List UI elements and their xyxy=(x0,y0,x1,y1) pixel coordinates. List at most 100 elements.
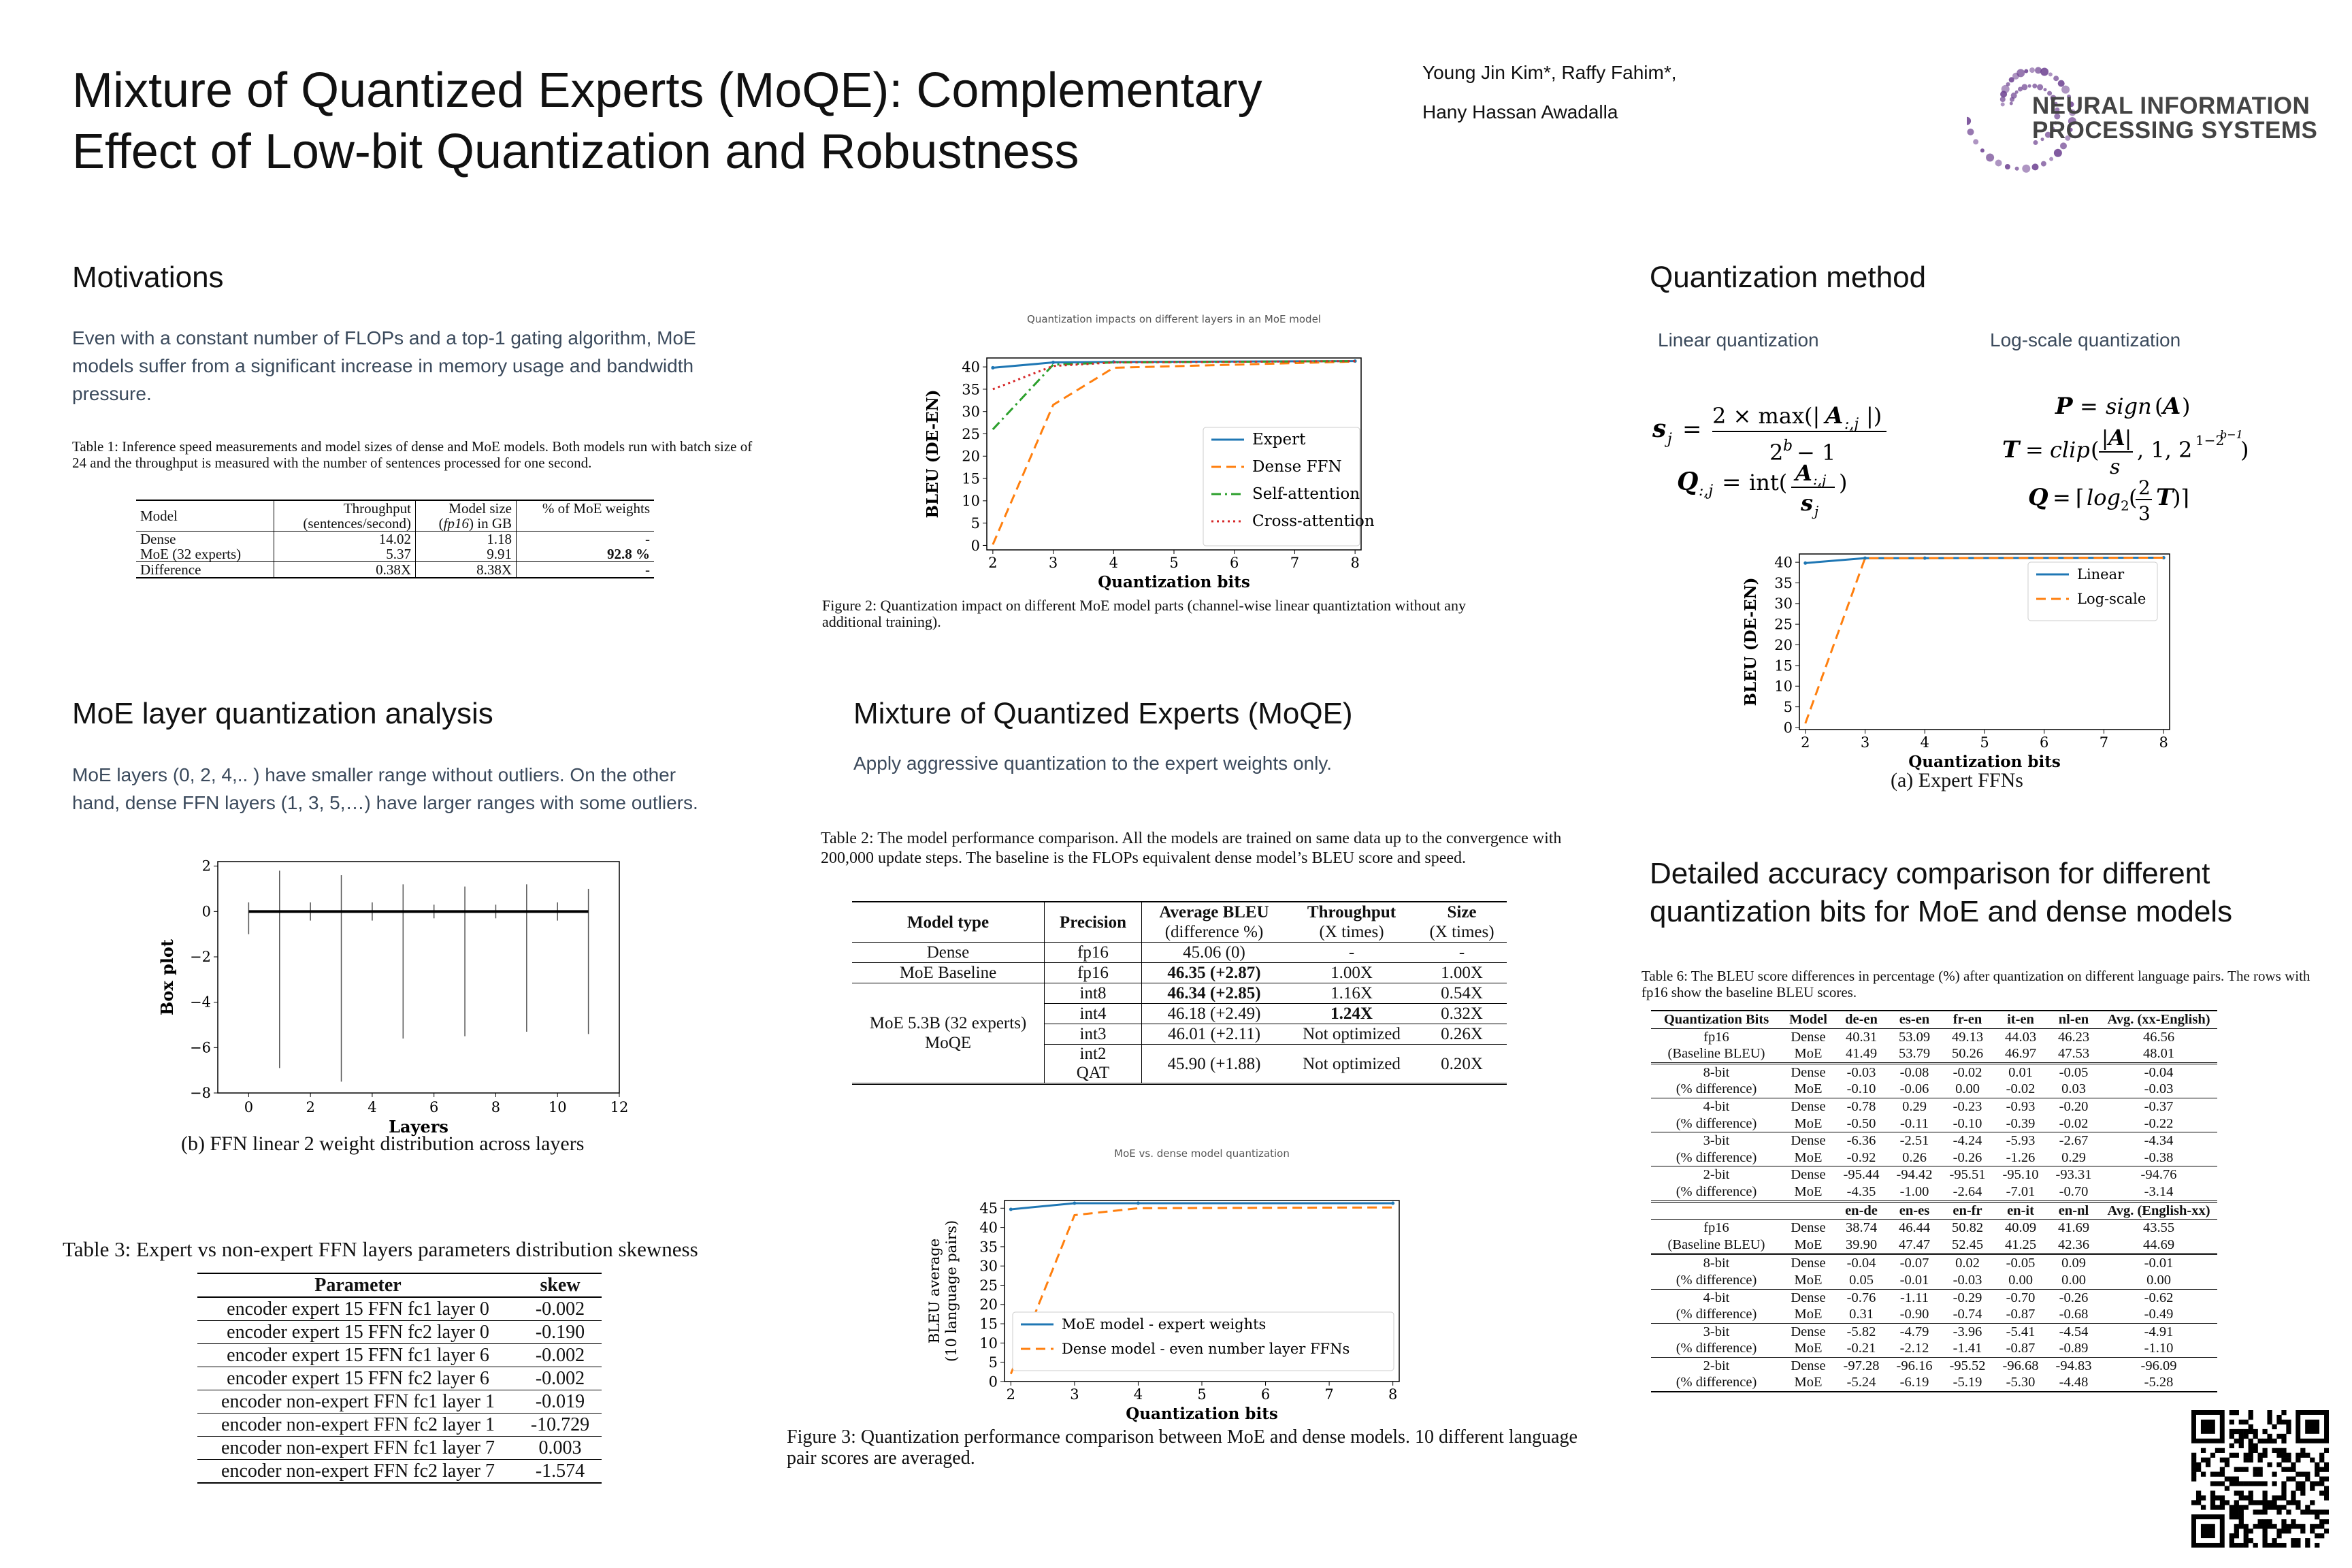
table6-cell: -0.22 xyxy=(2144,1115,2174,1131)
table3-h-param: Parameter xyxy=(314,1275,402,1296)
table6-cell: -6.36 xyxy=(1846,1133,1876,1149)
table6-cell: fp16 xyxy=(1703,1029,1729,1045)
table6-cell: -3.14 xyxy=(2144,1183,2174,1199)
table6-cell: -2.64 xyxy=(1953,1183,1982,1199)
table6-cell: 0.31 xyxy=(1849,1307,1874,1322)
logo-dot xyxy=(2054,113,2061,120)
svg-text:=: = xyxy=(1722,469,1742,496)
y-tick-label: 10 xyxy=(1774,679,1793,695)
log-quant-formula: P = sign ( A ) T = clip ( | A | s , 1, 2… xyxy=(1987,381,2300,525)
svg-text:sign: sign xyxy=(2106,393,2152,419)
table6-cell: MoE xyxy=(1794,1183,1823,1199)
logo-dot xyxy=(2040,161,2046,167)
legend-label: Self-attention xyxy=(1252,485,1360,503)
qr-code-icon xyxy=(2191,1410,2330,1548)
table6-cell: (% difference) xyxy=(1676,1115,1757,1131)
table6-cell: -5.93 xyxy=(2006,1133,2036,1149)
svg-text:Q: Q xyxy=(1677,468,1698,496)
table6-cell: -97.28 xyxy=(1843,1358,1880,1373)
data-point xyxy=(1136,1201,1140,1205)
table6-cell: 8-bit xyxy=(1703,1064,1730,1080)
table1-h-size: Model size (fp16) in GB xyxy=(415,500,517,532)
table6-cell: Dense xyxy=(1791,1029,1826,1045)
table6-cell: -4.79 xyxy=(1899,1324,1929,1339)
qr-code[interactable] xyxy=(2191,1410,2330,1548)
table6-cell: 52.45 xyxy=(1951,1237,1984,1252)
table1-h-throughput: Throughput (sentences/second) xyxy=(274,500,416,532)
svg-text:(: ( xyxy=(2155,393,2163,419)
y-tick-label: 45 xyxy=(979,1200,998,1217)
x-tick-label: 7 xyxy=(1290,555,1299,571)
table6-cell: (Baseline BLEU) xyxy=(1667,1237,1765,1252)
svg-text:): ) xyxy=(2182,393,2190,419)
table-row: (Baseline BLEU) MoE 39.90 47.47 52.45 41.25 42… xyxy=(1651,1237,2217,1254)
table6-cell: -0.37 xyxy=(2144,1098,2174,1114)
poster-title: Mixture of Quantized Experts (MoQE): Com… xyxy=(72,60,1262,182)
svg-text:j: j xyxy=(1812,503,1818,519)
table-row: 3-bit Dense -6.36 -2.51 -4.24 -5.93 -2.67 -4.34 xyxy=(1651,1132,2217,1149)
y-tick-label: 0 xyxy=(1784,719,1793,736)
table2-h-thru: Throughput (X times) xyxy=(1307,903,1396,941)
table3-skew-cell: -1.574 xyxy=(535,1460,585,1482)
table6-cell: -2.51 xyxy=(1899,1133,1929,1149)
table3-h-skew: skew xyxy=(540,1275,581,1296)
svg-text::,j: :,j xyxy=(1844,416,1859,433)
table3-param-cell: encoder expert 15 FFN fc2 layer 6 xyxy=(227,1368,489,1389)
logo-dot xyxy=(2065,135,2071,141)
table6-cell: -0.10 xyxy=(1953,1115,1982,1131)
table-row: (% difference) MoE 0.31 -0.90 -0.74 -0.87 -0.6… xyxy=(1651,1306,2217,1324)
y-tick-label: 5 xyxy=(989,1354,998,1371)
table6-cell: -4.48 xyxy=(2059,1375,2089,1390)
y-tick-label: 20 xyxy=(962,448,980,465)
table6-cell: MoE xyxy=(1794,1046,1823,1062)
table-row: Difference 0.38X 8.38X - xyxy=(136,561,654,578)
table-row: MoE 5.3B (32 experts) MoQE int8 46.34 (+2… xyxy=(852,983,1507,1084)
table6-cell: Dense xyxy=(1791,1324,1826,1339)
logo-dot xyxy=(2053,148,2062,157)
table6-cell: (% difference) xyxy=(1676,1149,1757,1165)
y-axis-label: BLEU (DE-EN) xyxy=(924,390,942,519)
table-row: encoder expert 15 FFN fc2 layer 6 -0.002 xyxy=(197,1367,602,1390)
authors: Young Jin Kim*, Raffy Fahim*, Hany Hassa… xyxy=(1422,53,1677,132)
logo-dot xyxy=(2000,102,2005,107)
table6-cell: 43.55 xyxy=(2142,1220,2175,1236)
table6-cell: 0.26 xyxy=(1902,1149,1927,1165)
table3-param-cell: encoder non-expert FFN fc2 layer 1 xyxy=(221,1414,495,1435)
svg-text:, 1, 2: , 1, 2 xyxy=(2137,437,2192,463)
x-tick-label: 4 xyxy=(1134,1386,1143,1403)
table6-cell: 53.79 xyxy=(1898,1046,1931,1062)
table6-cell: 40.31 xyxy=(1845,1029,1878,1045)
table6-cell: -0.68 xyxy=(2059,1307,2089,1322)
table6-cell: -94.42 xyxy=(1896,1167,1933,1183)
logo-dot xyxy=(1995,159,2002,167)
table6: Quantization Bits Model de-en es-en fr-en it-… xyxy=(1651,1010,2217,1393)
table6-cell: -7.01 xyxy=(2006,1183,2036,1199)
table6-cell: 0.29 xyxy=(1902,1098,1927,1114)
table6-cell: -4.24 xyxy=(1953,1133,1982,1149)
logo-dot xyxy=(2055,107,2060,112)
x-tick-label: 5 xyxy=(1169,555,1178,571)
moqe-text: Apply aggressive quantization to the exp… xyxy=(853,753,1333,774)
y-tick-label: 40 xyxy=(979,1220,998,1236)
table6-cell: -0.93 xyxy=(2006,1098,2036,1114)
table6-cell: 42.36 xyxy=(2057,1237,2090,1252)
table6-cell: 2-bit xyxy=(1703,1167,1730,1183)
table6-cell: -0.21 xyxy=(1846,1341,1876,1356)
logo-dot xyxy=(2061,85,2070,94)
table6-cell: -0.39 xyxy=(2006,1115,2036,1131)
logo-dot xyxy=(2004,164,2010,169)
svg-text:)⌉: )⌉ xyxy=(2172,485,2189,510)
table-row: encoder non-expert FFN fc1 layer 7 0.003 xyxy=(197,1437,602,1460)
table-row: encoder expert 15 FFN fc1 layer 6 -0.002 xyxy=(197,1344,602,1367)
logo-dot xyxy=(2053,76,2059,82)
table2-moqe-label: MoE 5.3B (32 experts) MoQE xyxy=(852,983,1045,1084)
table6-cell: -96.68 xyxy=(2002,1358,2039,1373)
table6-cell: -1.26 xyxy=(2006,1149,2036,1165)
table6-cell: 0.01 xyxy=(2008,1064,2033,1080)
table6-cell: -0.92 xyxy=(1846,1149,1876,1165)
detailed-heading-line-1: Detailed accuracy comparison for differe… xyxy=(1650,857,2210,890)
data-point xyxy=(1803,561,1808,565)
table6-cell: -95.51 xyxy=(1949,1167,1986,1183)
table6-header: Quantization Bits Model de-en es-en fr-en it-… xyxy=(1651,1011,2217,1029)
